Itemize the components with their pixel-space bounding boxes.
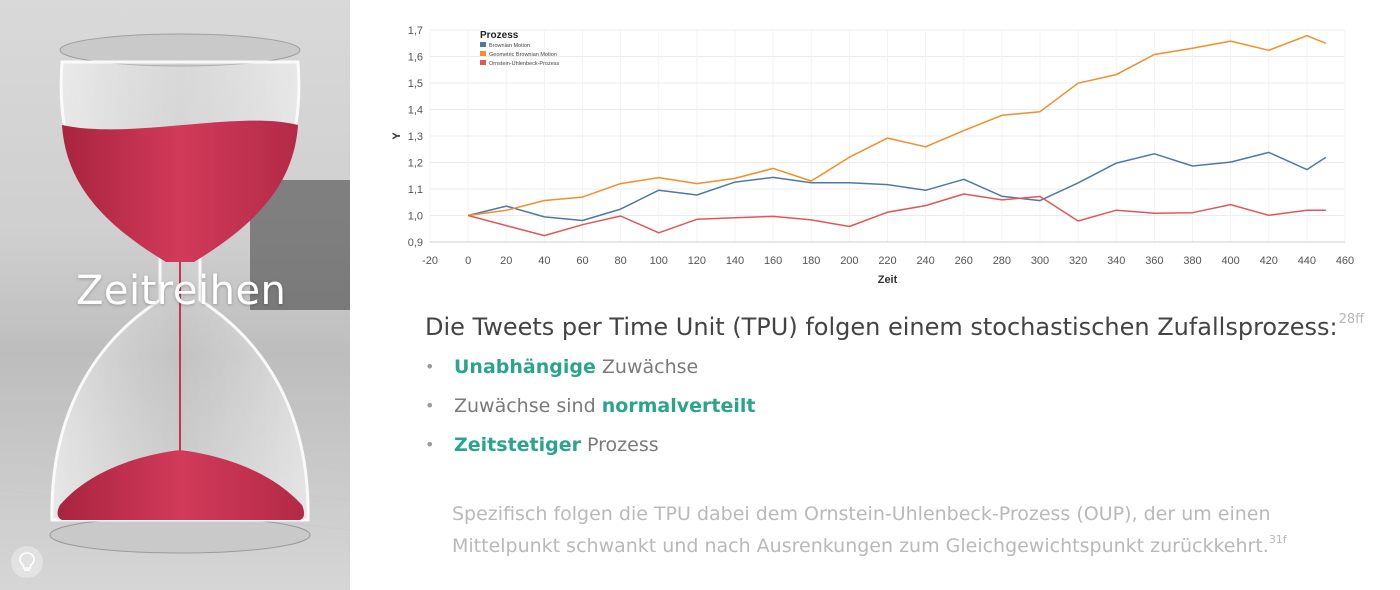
series-line-2	[467, 193, 1326, 237]
y-tick-label: 0,9	[408, 237, 423, 249]
x-tick-label: 20	[500, 255, 512, 267]
headline: Die Tweets per Time Unit (TPU) folgen ei…	[425, 312, 1364, 341]
x-tick-label: 380	[1183, 255, 1201, 267]
lightbulb-icon[interactable]	[11, 546, 43, 578]
headline-text: Die Tweets per Time Unit (TPU) folgen ei…	[425, 313, 1338, 341]
y-tick-label: 1,5	[408, 78, 423, 90]
legend-label: Geometric Brownian Motion	[489, 52, 557, 58]
x-tick-label: 340	[1107, 255, 1125, 267]
y-tick-label: 1,4	[408, 105, 423, 117]
x-tick-label: 300	[1031, 255, 1049, 267]
x-tick-label: 400	[1221, 255, 1239, 267]
bullet-text: Zuwächse sind	[454, 395, 602, 417]
bullet-list: • Unabhängige Zuwächse • Zuwächse sind nor…	[425, 352, 756, 469]
x-tick-label: 280	[993, 255, 1011, 267]
legend-label: Ornstein-Uhlenbeck-Prozess	[489, 61, 560, 67]
legend-label: Brownian Motion	[489, 43, 530, 49]
x-tick-label: 240	[916, 255, 934, 267]
bullet-text: Zuwächse	[595, 356, 699, 378]
bullet-highlight: normalverteilt	[601, 395, 756, 417]
series-line-0	[467, 151, 1327, 222]
x-tick-label: 460	[1336, 255, 1354, 267]
y-tick-label: 1,3	[408, 131, 423, 143]
bullet-highlight: Unabhängige	[454, 356, 596, 378]
x-tick-label: 40	[538, 255, 550, 267]
list-item: • Unabhängige Zuwächse	[425, 352, 756, 391]
x-tick-label: 140	[726, 255, 744, 267]
y-tick-label: 1,6	[408, 52, 423, 64]
chart-svg: 0,9 1,0 1,1 1,2 1,3 1,4 1,5 1,6 1,7 -20 0 20 40 60 80 1…	[391, 25, 1354, 286]
y-tick-label: 1,7	[408, 25, 423, 37]
x-tick-label: 360	[1145, 255, 1163, 267]
headline-reference: 28ff	[1338, 312, 1365, 327]
x-tick-label: 260	[955, 255, 973, 267]
x-tick-label: 220	[878, 255, 896, 267]
footnote-text: Spezifisch folgen die TPU dabei dem Orns…	[452, 503, 1271, 557]
x-tick-label: 320	[1069, 255, 1087, 267]
x-tick-label: -20	[422, 255, 438, 267]
bullet-highlight: Zeitstetiger	[454, 434, 581, 456]
x-tick-label: 100	[650, 255, 668, 267]
footnote: Spezifisch folgen die TPU dabei dem Orns…	[452, 502, 1352, 559]
bullet-icon: •	[425, 357, 435, 376]
x-axis-title: Zeit	[878, 274, 898, 286]
bullet-icon: •	[425, 396, 435, 415]
bullet-icon: •	[425, 435, 435, 454]
x-tick-label: 80	[615, 255, 627, 267]
y-tick-label: 1,0	[408, 211, 423, 223]
list-item: • Zuwächse sind normalverteilt	[425, 391, 756, 430]
y-axis-title: Y	[391, 132, 403, 140]
footnote-reference: 31f	[1268, 533, 1287, 546]
x-tick-label: 0	[465, 255, 471, 267]
legend-swatch	[480, 51, 486, 56]
legend-swatch	[480, 60, 486, 65]
x-tick-label: 120	[688, 255, 706, 267]
y-tick-label: 1,1	[408, 184, 423, 196]
x-tick-label: 160	[764, 255, 782, 267]
hourglass-image-panel: Zeitreihen	[0, 0, 350, 590]
y-tick-label: 1,2	[408, 158, 423, 170]
x-tick-label: 420	[1260, 255, 1278, 267]
x-tick-label: 440	[1298, 255, 1316, 267]
list-item: • Zeitstetiger Prozess	[425, 430, 756, 469]
x-tick-label: 180	[802, 255, 820, 267]
hourglass-image	[0, 33, 350, 554]
legend-swatch	[480, 42, 486, 47]
x-tick-label: 60	[576, 255, 588, 267]
legend-title: Prozess	[480, 30, 519, 41]
line-chart: 0,9 1,0 1,1 1,2 1,3 1,4 1,5 1,6 1,7 -20 0 20 40 60 80 1…	[390, 20, 1370, 295]
series-line-1	[467, 34, 1327, 217]
x-tick-label: 200	[840, 255, 858, 267]
bullet-text: Prozess	[581, 434, 659, 456]
section-title: Zeitreihen	[76, 268, 287, 314]
